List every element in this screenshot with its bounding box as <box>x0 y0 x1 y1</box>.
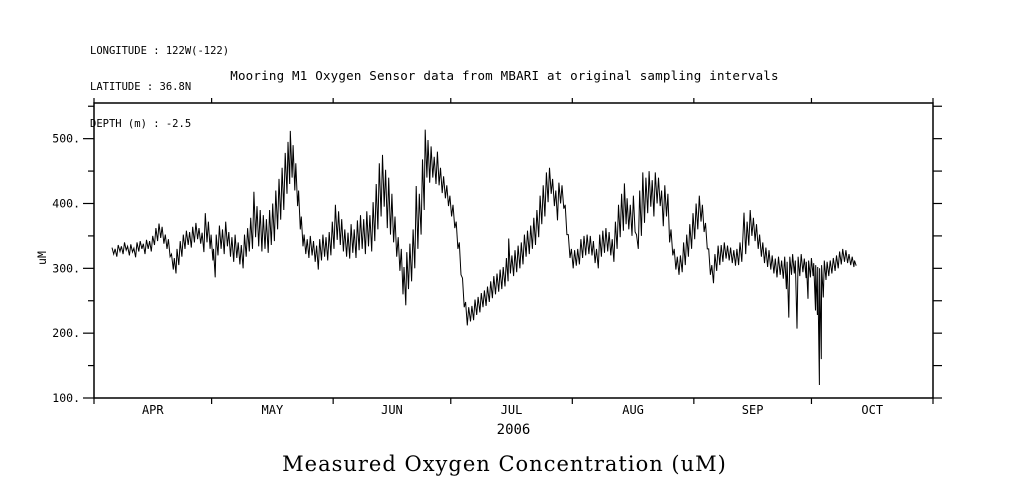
oxygen-concentration-path <box>111 129 857 386</box>
y-tick-label: 300. <box>52 261 80 275</box>
longitude-label: LONGITUDE : 122W(-122) <box>90 44 230 57</box>
station-info-block: LONGITUDE : 122W(-122) LATITUDE : 36.8N … <box>90 20 229 155</box>
x-tick-label: OCT <box>861 403 883 417</box>
y-axis-label: uM <box>35 251 49 265</box>
x-tick-label: JUN <box>381 403 403 417</box>
x-tick-label: APR <box>142 403 164 417</box>
y-tick-label: 100. <box>52 391 80 405</box>
latitude-label: LATITUDE : 36.8N <box>90 81 192 94</box>
y-tick-label: 200. <box>52 326 80 340</box>
chart-caption: Measured Oxygen Concentration (uM) <box>282 452 727 476</box>
x-tick-label: AUG <box>622 403 644 417</box>
plot-title: Mooring M1 Oxygen Sensor data from MBARI… <box>230 68 779 83</box>
y-tick-label: 400. <box>52 196 80 210</box>
depth-label: DEPTH (m) : -2.5 <box>90 118 192 131</box>
data-series-line <box>111 129 857 386</box>
y-tick-label: 500. <box>52 132 80 146</box>
x-tick-label: SEP <box>742 403 764 417</box>
x-tick-label: MAY <box>262 403 284 417</box>
x-axis-year-label: 2006 <box>496 422 531 438</box>
axes-layer: 100. 200. 300. 400. 500. APR MAY JUN JUL AUG SEP OC… <box>52 98 942 417</box>
x-tick-label: JUL <box>501 403 523 417</box>
